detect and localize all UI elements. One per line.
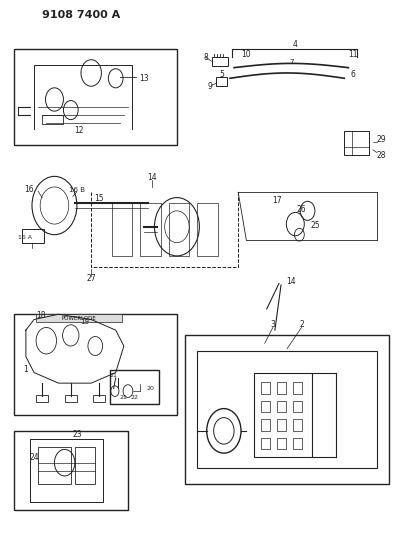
Text: 7: 7: [289, 59, 293, 66]
Bar: [14, 431, 128, 511]
Bar: [65, 395, 77, 402]
Bar: [261, 401, 270, 413]
Text: 27: 27: [86, 273, 96, 282]
Bar: [216, 77, 227, 86]
Bar: [277, 419, 286, 431]
Bar: [42, 115, 62, 124]
Bar: [14, 314, 177, 415]
Text: 19: 19: [81, 319, 90, 325]
Text: 3: 3: [270, 320, 275, 329]
Text: 17: 17: [272, 196, 282, 205]
Bar: [212, 56, 228, 66]
Text: 20: 20: [146, 386, 154, 391]
Text: 18: 18: [36, 311, 46, 320]
Bar: [36, 314, 122, 322]
Bar: [197, 351, 377, 468]
Bar: [293, 438, 302, 449]
Text: 25: 25: [311, 221, 321, 230]
Bar: [197, 203, 218, 256]
Text: 13: 13: [139, 74, 149, 83]
Bar: [293, 419, 302, 431]
Text: 16 A: 16 A: [18, 235, 32, 240]
Bar: [261, 438, 270, 449]
Text: 21: 21: [120, 395, 128, 400]
Text: 11: 11: [348, 50, 357, 59]
Text: 1: 1: [23, 366, 28, 374]
Text: 10: 10: [242, 50, 251, 59]
Text: 21: 21: [110, 373, 118, 378]
Bar: [344, 131, 369, 155]
Text: 5: 5: [219, 70, 224, 79]
Text: 2: 2: [299, 320, 304, 329]
Text: 8: 8: [203, 53, 208, 62]
Bar: [293, 382, 302, 394]
Bar: [277, 401, 286, 413]
Text: 15: 15: [95, 194, 104, 203]
Text: 26: 26: [297, 205, 306, 214]
Text: 6: 6: [350, 70, 355, 79]
Text: 23: 23: [72, 430, 82, 439]
Text: 16: 16: [24, 185, 33, 194]
Text: POWERLODE: POWERLODE: [62, 316, 96, 321]
Bar: [112, 203, 132, 256]
Bar: [185, 335, 389, 484]
Text: 4: 4: [293, 41, 298, 50]
Bar: [293, 401, 302, 413]
Text: 9108 7400 A: 9108 7400 A: [42, 10, 120, 20]
Text: 22: 22: [130, 395, 138, 400]
Bar: [93, 395, 106, 402]
Bar: [14, 49, 177, 144]
Text: 24: 24: [30, 453, 39, 462]
Bar: [110, 370, 159, 405]
Bar: [277, 382, 286, 394]
Text: 14: 14: [286, 277, 296, 286]
Bar: [254, 373, 312, 457]
Bar: [140, 203, 161, 256]
Bar: [277, 438, 286, 449]
Text: 29: 29: [377, 135, 387, 144]
Bar: [36, 395, 48, 402]
Bar: [75, 447, 95, 484]
Text: 12: 12: [74, 126, 84, 135]
Bar: [22, 229, 44, 243]
Text: 14: 14: [148, 173, 157, 182]
Text: 28: 28: [377, 151, 386, 160]
Bar: [169, 203, 189, 256]
Text: 16 B: 16 B: [69, 187, 85, 192]
Bar: [261, 382, 270, 394]
Bar: [38, 447, 71, 484]
Text: 9: 9: [207, 82, 212, 91]
Bar: [261, 419, 270, 431]
